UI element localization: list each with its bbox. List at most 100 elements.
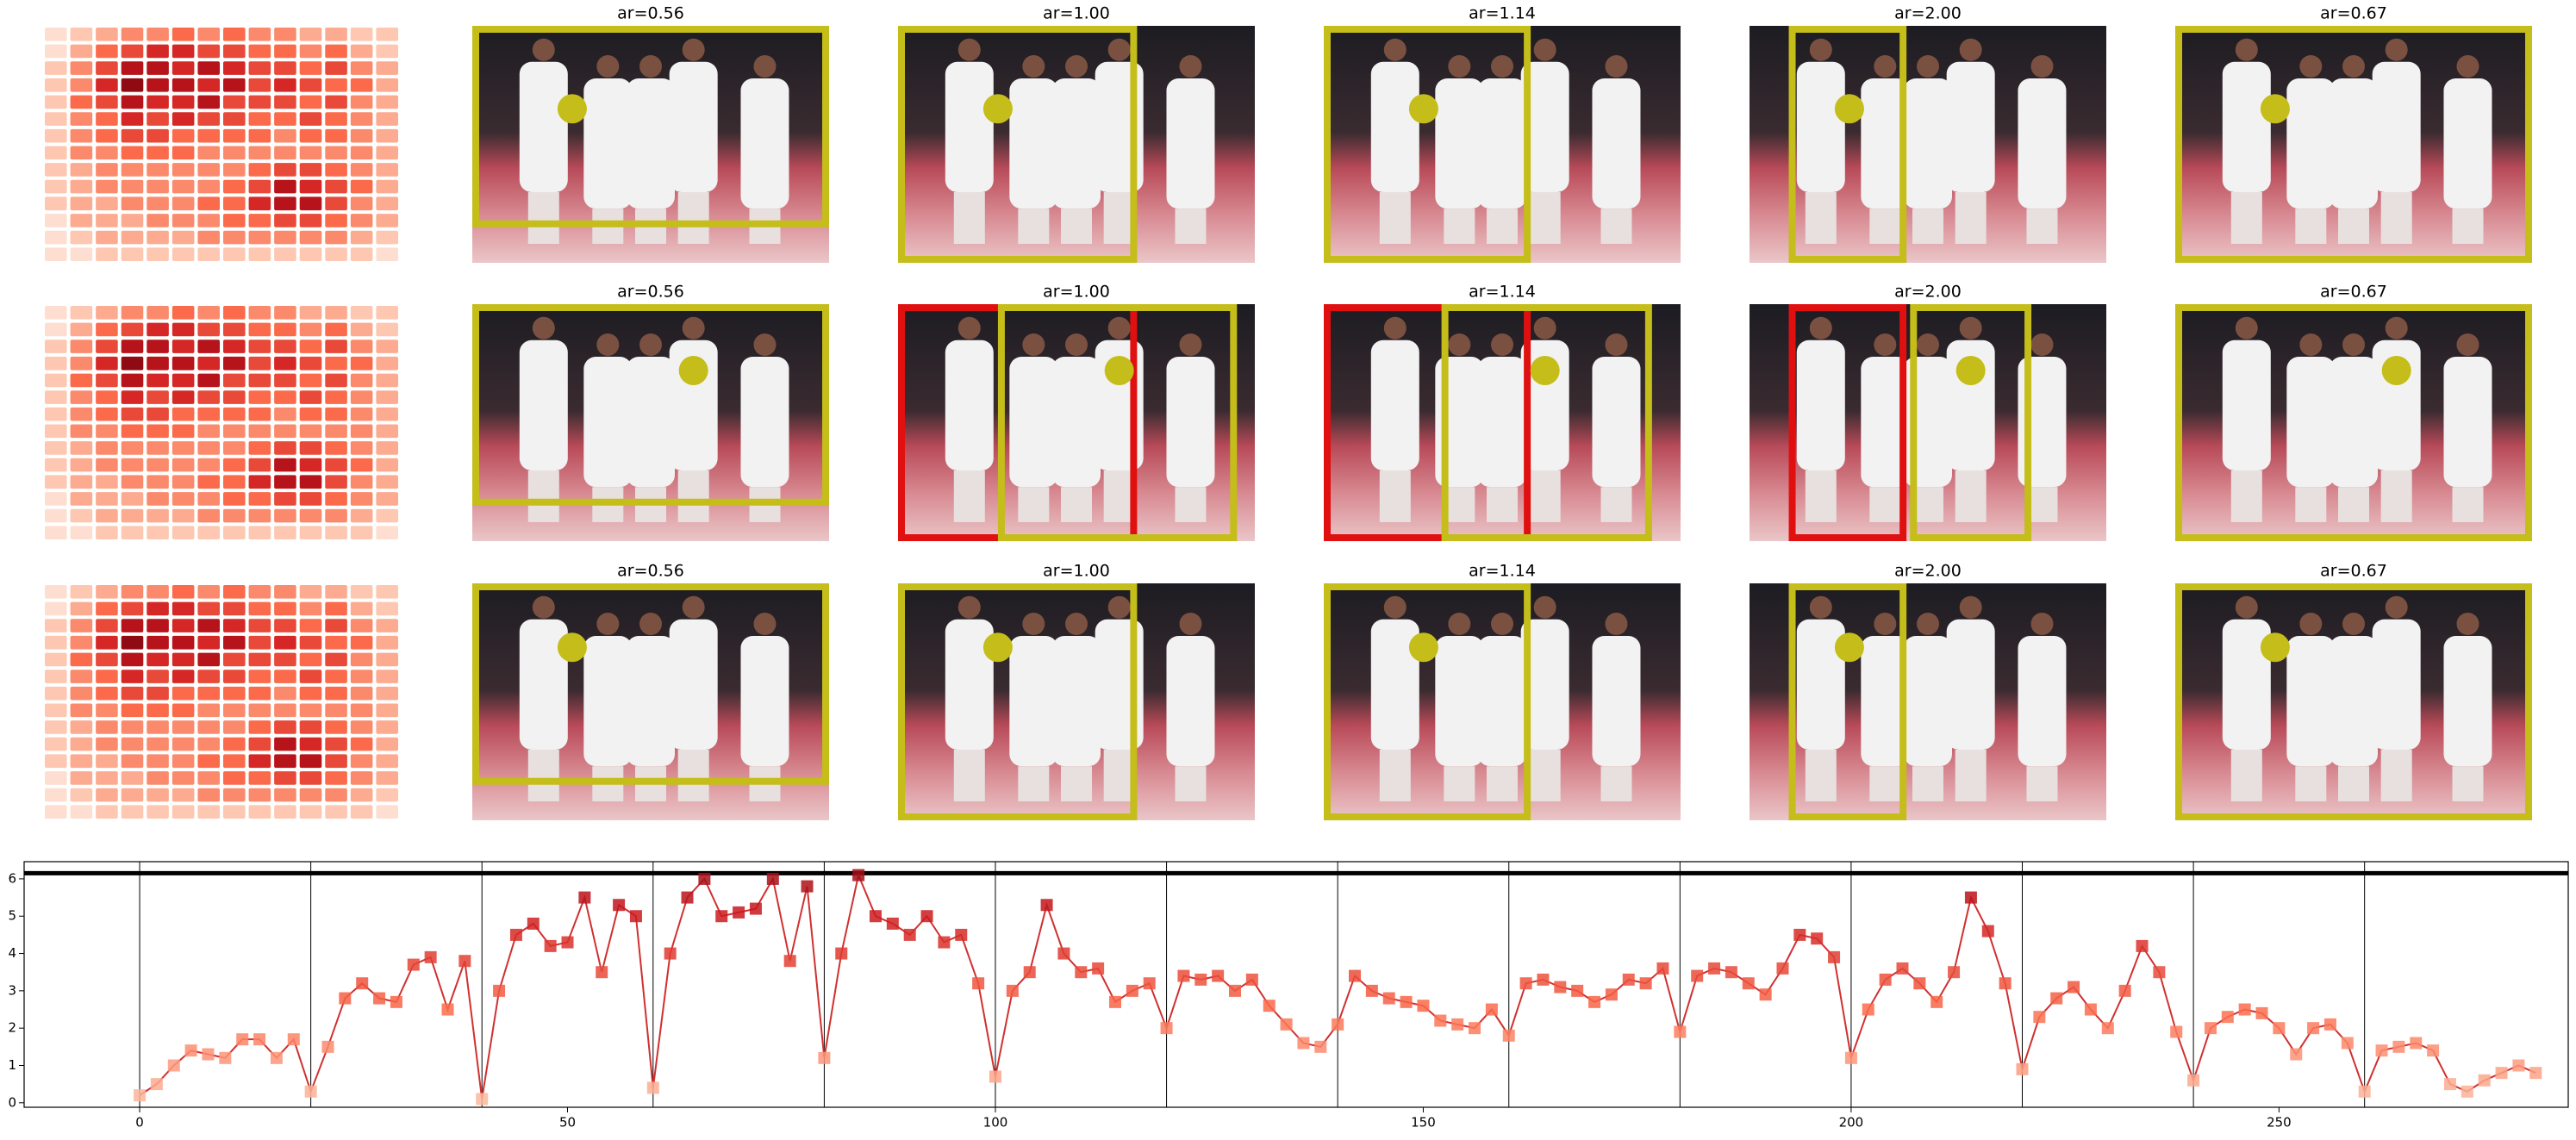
player-legs: [1444, 766, 1475, 801]
heat-cell: [197, 619, 220, 632]
heat-cell: [45, 61, 67, 75]
heat-cell: [197, 230, 220, 245]
heat-cell: [248, 196, 271, 211]
player-head: [639, 613, 662, 635]
heat-cell: [96, 441, 118, 455]
heat-cell: [96, 619, 118, 632]
player-head: [1809, 38, 1832, 61]
heat-cell: [70, 601, 93, 616]
heat-cell: [376, 247, 398, 261]
heat-cell: [274, 356, 296, 371]
heat-cell: [121, 720, 144, 734]
heat-cell: [248, 128, 271, 143]
heat-cell: [223, 805, 246, 819]
player-body: [2222, 340, 2271, 470]
player-body: [1592, 636, 1641, 767]
photo-panel: [1324, 583, 1681, 820]
heat-cell: [45, 805, 67, 819]
heat-cell: [248, 163, 271, 177]
player-head: [2456, 613, 2479, 635]
marker: [321, 1040, 334, 1053]
player-legs: [953, 470, 985, 522]
player-body: [2372, 619, 2421, 750]
marker: [2016, 1062, 2029, 1075]
heat-cell: [376, 670, 398, 683]
heat-cell: [45, 508, 67, 523]
marker: [1502, 1029, 1515, 1042]
marker: [150, 1078, 163, 1091]
heat-cell: [248, 754, 271, 769]
heat-cell: [299, 95, 322, 109]
heat-cell: [172, 475, 195, 489]
bbox: [2175, 26, 2532, 263]
player-body: [1796, 340, 1845, 470]
heat-cell: [197, 340, 220, 353]
heat-cell: [45, 214, 67, 227]
heat-cell: [248, 230, 271, 245]
player-head: [1448, 613, 1471, 635]
marker: [1263, 1000, 1276, 1012]
bbox: [898, 583, 1138, 820]
heat-cell: [172, 247, 195, 261]
marker: [476, 1093, 489, 1106]
heat-cell: [197, 652, 220, 667]
heat-cell: [274, 754, 296, 769]
heat-cell: [96, 720, 118, 734]
heat-cell: [299, 703, 322, 718]
heat-cell: [147, 526, 169, 539]
heat-cell: [45, 95, 67, 109]
heat-cell: [248, 652, 271, 667]
heat-cell: [96, 652, 118, 667]
heat-cell: [70, 407, 93, 421]
marker: [1725, 966, 1737, 979]
heat-cell: [121, 61, 144, 75]
heat-cell: [350, 585, 373, 599]
heat-cell: [45, 441, 67, 455]
marker: [578, 891, 591, 904]
player-legs: [527, 750, 559, 801]
heat-cell: [121, 424, 144, 439]
player-head: [682, 595, 705, 619]
heat-cell: [121, 95, 144, 109]
heat-cell: [376, 788, 398, 802]
heat-cell: [223, 652, 246, 667]
heat-cell: [248, 390, 271, 404]
marker: [1092, 962, 1105, 975]
player-head: [1809, 316, 1832, 340]
player-body: [627, 636, 675, 767]
point: [557, 94, 587, 124]
heat-cell: [223, 390, 246, 404]
player-legs: [1955, 470, 1987, 522]
point: [2381, 356, 2411, 385]
heat-cell: [350, 179, 373, 194]
player-head: [1605, 333, 1628, 356]
heat-cell: [223, 635, 246, 650]
heat-cell: [350, 373, 373, 388]
player-legs: [677, 192, 709, 244]
heat-cell: [376, 635, 398, 650]
bbox: [997, 304, 1238, 541]
player-body: [1370, 619, 1419, 750]
marker: [356, 977, 369, 990]
heat-cell: [96, 754, 118, 769]
panel-title: ar=0.67: [2320, 4, 2387, 23]
player-head: [1809, 595, 1832, 619]
player-body: [583, 357, 633, 488]
marker: [1314, 1040, 1327, 1053]
photo-panel: [2175, 304, 2532, 541]
heat-cell: [45, 635, 67, 650]
heat-cell: [223, 619, 246, 632]
heat-cell: [376, 322, 398, 337]
heat-cell: [376, 619, 398, 632]
heat-cell: [70, 805, 93, 819]
player-head: [1179, 333, 1202, 356]
player-body: [1370, 61, 1419, 192]
player-head: [1383, 38, 1407, 61]
heat-cell: [197, 196, 220, 211]
marker: [2101, 1022, 2114, 1035]
photo-panel: [2175, 26, 2532, 263]
player-body: [740, 357, 789, 488]
heat-cell: [299, 754, 322, 769]
heat-cell: [325, 44, 347, 59]
